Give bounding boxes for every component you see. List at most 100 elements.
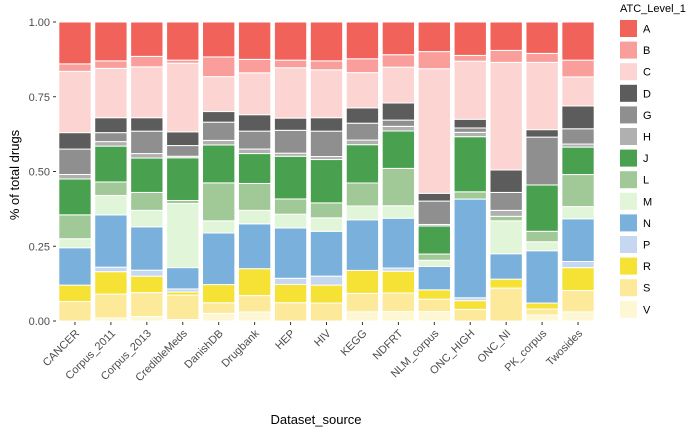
y-tick-label: 0.75 [29, 92, 50, 104]
bar-segment-ONC_HIGH-H [453, 131, 487, 138]
bar-segment-Twosides-P [561, 261, 595, 269]
bar-segment-CANCER-L [58, 214, 92, 240]
bar-segment-PK_corpus-N [525, 250, 559, 304]
bar-segment-HIV-S [309, 302, 344, 322]
bar-segment-Corpus_2011-H [94, 141, 128, 147]
bar-segment-HEP-S [273, 302, 308, 322]
y-tick-label: 0.00 [29, 316, 50, 328]
bar-segment-Corpus_2013-V [130, 316, 164, 322]
bar-segment-Twosides-A [561, 21, 595, 61]
bar-segment-Corpus_2013-M [130, 209, 164, 228]
bar-segment-Corpus_2013-S [130, 292, 164, 318]
legend-label-D: D [643, 88, 651, 100]
bar-segment-PK_corpus-L [525, 230, 559, 243]
bar-segment-KEGG-L [345, 182, 380, 207]
bar-segment-HEP-R [273, 283, 308, 304]
bar-segment-Corpus_2013-L [130, 191, 164, 211]
bar-segment-CANCER-D [58, 132, 92, 150]
bar-segment-CredibleMeds-G [166, 145, 200, 157]
bar-segment-NDFRT-A [381, 21, 416, 56]
y-tick-label: 0.25 [29, 241, 50, 253]
bar-segment-HIV-A [309, 21, 344, 62]
bar-segment-Corpus_2013-A [130, 21, 164, 57]
legend-label-G: G [643, 110, 652, 122]
bar-segment-DanishDB-A [202, 21, 236, 58]
y-tick-label: 0.50 [29, 167, 50, 179]
bar-segment-CANCER-N [58, 247, 92, 286]
bar-segment-NDFRT-S [381, 292, 416, 313]
bar-segment-Twosides-N [561, 218, 595, 262]
bar-segment-PK_corpus-D [525, 129, 559, 138]
bar-segment-CANCER-M [58, 238, 92, 249]
bar-segment-ONC_NI-B [489, 49, 523, 63]
bar-segment-Corpus_2013-H [130, 153, 164, 159]
legend-key-S [620, 279, 637, 297]
bar-segment-ONC_NI-H [489, 209, 523, 217]
bar-segment-Corpus_2013-R [130, 275, 164, 294]
bar-segment-HEP-N [273, 227, 308, 279]
bar-segment-Twosides-G [561, 128, 595, 145]
bar-segment-Drugbank-J [237, 153, 272, 184]
bar-segment-DanishDB-B [202, 56, 236, 78]
bar-segment-NLM_corpus-V [417, 311, 451, 322]
bar-segment-KEGG-V [345, 311, 380, 322]
bar-segment-NDFRT-C [381, 66, 416, 104]
bar-segment-NDFRT-R [381, 270, 416, 294]
bar-segment-NLM_corpus-G [417, 200, 451, 225]
bar-segment-PK_corpus-G [525, 136, 559, 186]
bar-segment-CANCER-A [58, 21, 92, 65]
bar-segment-Twosides-B [561, 59, 595, 78]
bar-segment-NLM_corpus-A [417, 21, 451, 53]
bar-segment-CANCER-J [58, 178, 92, 216]
bar-segment-DanishDB-S [202, 302, 236, 314]
legend-label-S: S [643, 283, 650, 295]
bar-segment-ONC_NI-C [489, 61, 523, 171]
bar-segment-PK_corpus-R [525, 302, 559, 310]
bar-segment-ONC_HIGH-C [453, 60, 487, 120]
bar-segment-CANCER-B [58, 63, 92, 72]
bar-segment-ONC_NI-A [489, 21, 523, 51]
bar-segment-PK_corpus-A [525, 21, 559, 54]
bar-segment-Drugbank-S [237, 295, 272, 313]
bar-segment-NLM_corpus-C [417, 68, 451, 194]
bar-segment-Corpus_2011-G [94, 132, 128, 143]
bar-segment-Drugbank-R [237, 268, 272, 297]
bar-segment-Drugbank-B [237, 58, 272, 74]
bar-segment-Twosides-L [561, 174, 595, 208]
legend-label-P: P [643, 240, 650, 252]
bar-segment-NDFRT-L [381, 167, 416, 207]
bar-segment-NDFRT-D [381, 102, 416, 121]
bar-segment-Twosides-C [561, 76, 595, 107]
bar-segment-CredibleMeds-J [166, 157, 200, 201]
bar-segment-NDFRT-H [381, 125, 416, 132]
legend-key-G [620, 106, 637, 124]
bar-segment-NLM_corpus-N [417, 265, 451, 291]
bar-segment-Drugbank-H [237, 148, 272, 155]
bar-segment-ONC_NI-G [489, 191, 523, 211]
bar-segment-CredibleMeds-C [166, 62, 200, 133]
bar-segment-DanishDB-J [202, 144, 236, 184]
bar-segment-ONC_HIGH-G [453, 127, 487, 133]
legend-key-H [620, 128, 637, 145]
bar-segment-HIV-C [309, 69, 344, 119]
legend-label-J: J [643, 153, 649, 165]
bar-segment-NDFRT-B [381, 54, 416, 68]
bar-segment-Twosides-S [561, 289, 595, 313]
legend-label-R: R [643, 261, 651, 273]
legend-key-A [620, 20, 637, 37]
bar-segment-HIV-R [309, 284, 344, 304]
bar-segment-NLM_corpus-D [417, 192, 451, 202]
bar-segment-ONC_NI-M [489, 220, 523, 255]
bar-segment-ONC_HIGH-R [453, 300, 487, 310]
bar-segment-HEP-B [273, 59, 308, 69]
legend-label-H: H [643, 132, 651, 144]
bar-segment-Corpus_2013-D [130, 117, 164, 132]
bar-segment-CredibleMeds-M [166, 203, 200, 269]
bar-segment-PK_corpus-J [525, 184, 559, 232]
bars-layer [58, 21, 595, 322]
bar-segment-Drugbank-N [237, 223, 272, 270]
bar-segment-ONC_HIGH-B [453, 54, 487, 62]
bar-segment-HIV-P [309, 275, 344, 286]
bar-segment-CANCER-S [58, 301, 92, 322]
